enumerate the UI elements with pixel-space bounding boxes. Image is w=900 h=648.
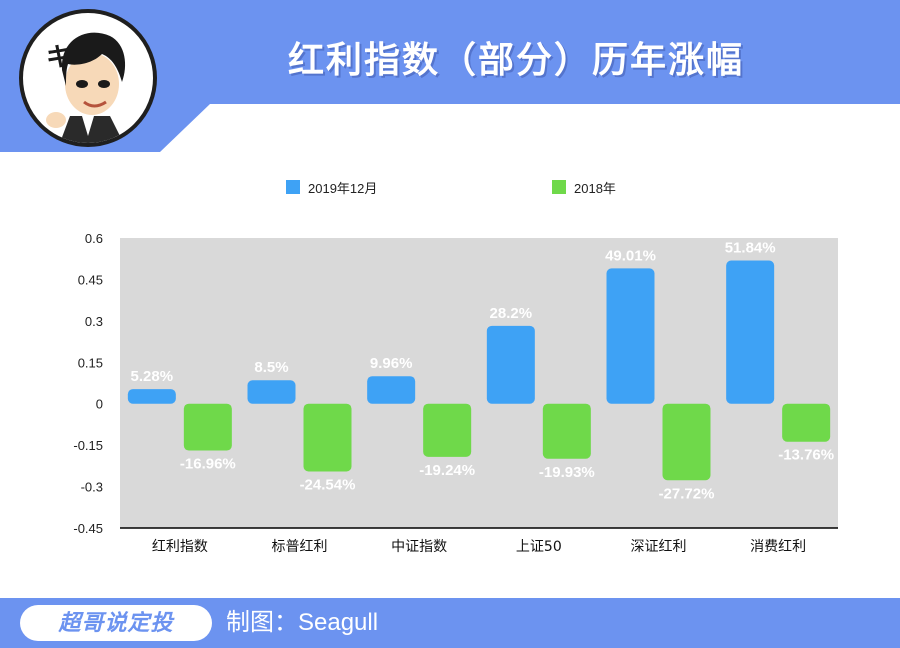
data-label: -24.54% bbox=[300, 476, 356, 493]
data-label: 51.84% bbox=[725, 240, 776, 257]
legend-swatch-series-2 bbox=[552, 180, 566, 194]
x-tick-label: 消费红利 bbox=[750, 539, 806, 555]
brand-badge: 超哥说定投 bbox=[20, 605, 212, 641]
data-label: 5.28% bbox=[131, 368, 174, 385]
legend-label-series-1: 2019年12月 bbox=[308, 180, 378, 196]
y-tick-label: 0.15 bbox=[78, 355, 103, 370]
bar-series-2 bbox=[782, 403, 831, 442]
legend-item-series-2: 2018年 bbox=[552, 176, 616, 198]
legend-item-series-1: 2019年12月 bbox=[286, 176, 377, 198]
bar-series-2 bbox=[662, 403, 711, 481]
y-tick-label: -0.15 bbox=[73, 438, 103, 453]
bar-series-2 bbox=[183, 403, 232, 451]
bar-series-2 bbox=[423, 403, 472, 457]
svg-text:キ: キ bbox=[46, 43, 72, 73]
x-tick-label: 红利指数 bbox=[152, 539, 208, 555]
x-tick-label: 深证红利 bbox=[631, 539, 687, 555]
data-label: -16.96% bbox=[180, 456, 236, 473]
bar-series-2 bbox=[542, 403, 591, 459]
y-tick-label: 0 bbox=[96, 397, 103, 412]
data-label: 9.96% bbox=[370, 355, 413, 372]
header-banner: キ 红利指数（部分）历年涨幅 bbox=[0, 0, 900, 152]
bar-series-1 bbox=[486, 325, 535, 404]
x-tick-label: 标普红利 bbox=[272, 539, 328, 555]
bar-series-1 bbox=[606, 268, 655, 404]
bar-series-1 bbox=[367, 376, 416, 404]
bar-series-2 bbox=[303, 403, 352, 472]
plot-area bbox=[120, 238, 838, 528]
y-tick-label: -0.45 bbox=[73, 521, 103, 536]
legend-label-series-2: 2018年 bbox=[574, 180, 616, 196]
x-tick-label: 上证50 bbox=[516, 539, 562, 555]
chart-credit: 制图：Seagull bbox=[226, 609, 379, 636]
bar-series-1 bbox=[247, 380, 296, 404]
chart-legend: 2019年12月 2018年 bbox=[280, 176, 700, 198]
header-background bbox=[0, 0, 900, 152]
bar-series-1 bbox=[127, 389, 176, 404]
data-label: -19.24% bbox=[419, 462, 475, 479]
bar-series-1 bbox=[726, 260, 775, 404]
data-label: -27.72% bbox=[659, 485, 715, 502]
y-tick-label: 0.3 bbox=[85, 314, 103, 329]
x-tick-label: 中证指数 bbox=[391, 539, 447, 555]
y-tick-label: 0.45 bbox=[78, 272, 103, 287]
data-label: -13.76% bbox=[778, 447, 834, 464]
data-label: -19.93% bbox=[539, 464, 595, 481]
page-title: 红利指数（部分）历年涨幅 bbox=[287, 39, 744, 80]
y-tick-label: 0.6 bbox=[85, 231, 103, 246]
y-tick-label: -0.3 bbox=[81, 480, 103, 495]
legend-swatch-series-1 bbox=[286, 180, 300, 194]
data-label: 28.2% bbox=[490, 305, 533, 322]
bar-chart: 0.6 0.45 0.3 0.15 0 -0.15 -0.3 -0.45 红利指数 5.28% -1… bbox=[73, 231, 838, 555]
data-label: 8.5% bbox=[254, 359, 288, 376]
data-label: 49.01% bbox=[605, 247, 656, 264]
avatar: キ bbox=[18, 8, 158, 148]
footer-bar: 超哥说定投 制图：Seagull bbox=[0, 598, 900, 648]
